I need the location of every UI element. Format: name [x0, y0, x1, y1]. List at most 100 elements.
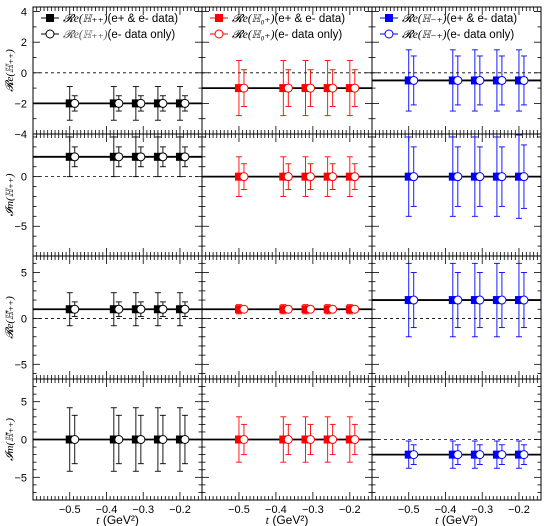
y-tick-label: −2 — [14, 98, 27, 110]
data-point-circle — [328, 172, 338, 182]
data-point-circle — [283, 83, 293, 93]
legend-marker-circle — [45, 29, 55, 39]
data-point-circle — [409, 75, 419, 85]
data-point-square — [514, 76, 523, 85]
panel-frame — [371, 255, 542, 380]
data-point-circle — [519, 75, 529, 85]
data-point-square — [492, 76, 501, 85]
data-point-square — [65, 305, 74, 314]
legend-label: 𝓡e(ℍ₀₊)(e+ & e- data) — [232, 13, 345, 25]
panel-frame — [32, 255, 203, 380]
data-point-square — [131, 152, 140, 161]
y-tick-label: 4 — [21, 7, 27, 19]
data-point-square — [470, 296, 479, 305]
data-r2-c2 — [372, 262, 541, 338]
data-point-square — [492, 296, 501, 305]
x-tick-label: −0.3 — [132, 504, 154, 516]
data-point-square — [234, 172, 243, 181]
data-point-circle — [409, 172, 419, 182]
legend-marker-circle — [214, 29, 224, 39]
data-r3-c2 — [372, 440, 541, 469]
legend-label: 𝓡e(ℍ₋₊)(e+ & e- data) — [402, 13, 517, 25]
legend-label: 𝓡e(ℍ₀₊)(e- data only) — [232, 29, 342, 41]
data-point-square — [131, 305, 140, 314]
data-point-square — [301, 305, 310, 314]
panel-r3-c2 — [371, 378, 542, 501]
data-point-square — [234, 84, 243, 93]
data-point-circle — [305, 435, 315, 444]
panel-r0-c2 — [371, 6, 542, 135]
panel-r0-c0 — [32, 6, 203, 135]
panel-r1-c0 — [32, 133, 203, 257]
data-point-circle — [136, 435, 146, 444]
x-tick-label: −0.3 — [302, 504, 324, 516]
data-r0-c2 — [372, 49, 541, 112]
data-point-circle — [114, 98, 124, 108]
panel-r1-c1 — [201, 133, 373, 257]
data-point-circle — [497, 75, 507, 85]
x-tick-label: −0.2 — [339, 504, 361, 516]
data-point-circle — [70, 98, 80, 108]
y-tick-label: −5 — [14, 359, 27, 371]
y-tick-label: 0 — [21, 435, 27, 447]
panel-r2-c0 — [32, 255, 203, 380]
x-tick-label: −0.5 — [59, 504, 81, 516]
y-tick-label: 0 — [21, 313, 27, 325]
data-point-square — [131, 435, 140, 444]
panel-r0-c1 — [201, 6, 373, 135]
data-point-square — [234, 305, 243, 314]
legend-label: 𝓡e(ℍ₊₊)(e- data only) — [63, 29, 175, 41]
data-point-square — [279, 435, 288, 444]
data-point-circle — [409, 450, 419, 460]
data-r3-c1 — [202, 416, 372, 463]
data-r2-c1 — [202, 304, 372, 315]
data-point-square — [470, 172, 479, 181]
data-r2-c0 — [33, 292, 202, 327]
data-point-circle — [305, 304, 315, 314]
panel-frame — [201, 6, 373, 135]
data-point-circle — [136, 98, 146, 108]
x-tick-label: −0.3 — [471, 504, 493, 516]
data-point-circle — [497, 450, 507, 460]
legend-col-0: 𝓡e(ℍ₊₊)(e+ & e- data) 𝓡e(ℍ₊₊)(e- data onl… — [41, 13, 178, 41]
x-tick-label: −0.5 — [228, 504, 250, 516]
data-point-square — [301, 172, 310, 181]
data-point-circle — [519, 172, 529, 182]
data-point-circle — [158, 304, 168, 314]
x-tick-label: −0.2 — [508, 504, 530, 516]
data-point-circle — [497, 295, 507, 305]
y-tick-label: −5 — [14, 472, 27, 484]
y-axis-label: 𝓘m(ℍ₊₊) — [4, 173, 16, 216]
panel-r1-c2 — [371, 133, 542, 257]
data-point-circle — [180, 304, 190, 314]
y-tick-label: 5 — [21, 268, 27, 280]
x-axis-label: t (GeV²) — [96, 513, 139, 526]
data-point-circle — [158, 435, 168, 444]
legend-marker-circle — [384, 29, 394, 39]
data-point-circle — [239, 435, 249, 444]
data-point-square — [109, 152, 118, 161]
y-axis-label: 𝓡e(ℍ̃₊₊) — [4, 296, 16, 339]
data-point-circle — [114, 304, 124, 314]
data-point-square — [301, 435, 310, 444]
data-point-circle — [283, 172, 293, 182]
data-point-square — [109, 305, 118, 314]
legend-label: 𝓡e(ℍ₋₊)(e- data only) — [402, 29, 514, 41]
data-point-circle — [180, 152, 190, 162]
data-point-square — [323, 172, 332, 181]
data-point-circle — [158, 98, 168, 108]
x-tick-label: −0.4 — [435, 504, 457, 516]
data-r0-c0 — [33, 86, 202, 121]
data-point-square — [131, 99, 140, 108]
data-point-circle — [328, 435, 338, 444]
data-point-square — [448, 450, 457, 459]
data-point-square — [175, 152, 184, 161]
data-point-square — [448, 76, 457, 85]
data-point-circle — [136, 152, 146, 162]
data-point-circle — [475, 172, 485, 182]
data-point-square — [470, 450, 479, 459]
data-point-circle — [305, 172, 315, 182]
data-point-square — [345, 84, 354, 93]
data-point-square — [514, 450, 523, 459]
